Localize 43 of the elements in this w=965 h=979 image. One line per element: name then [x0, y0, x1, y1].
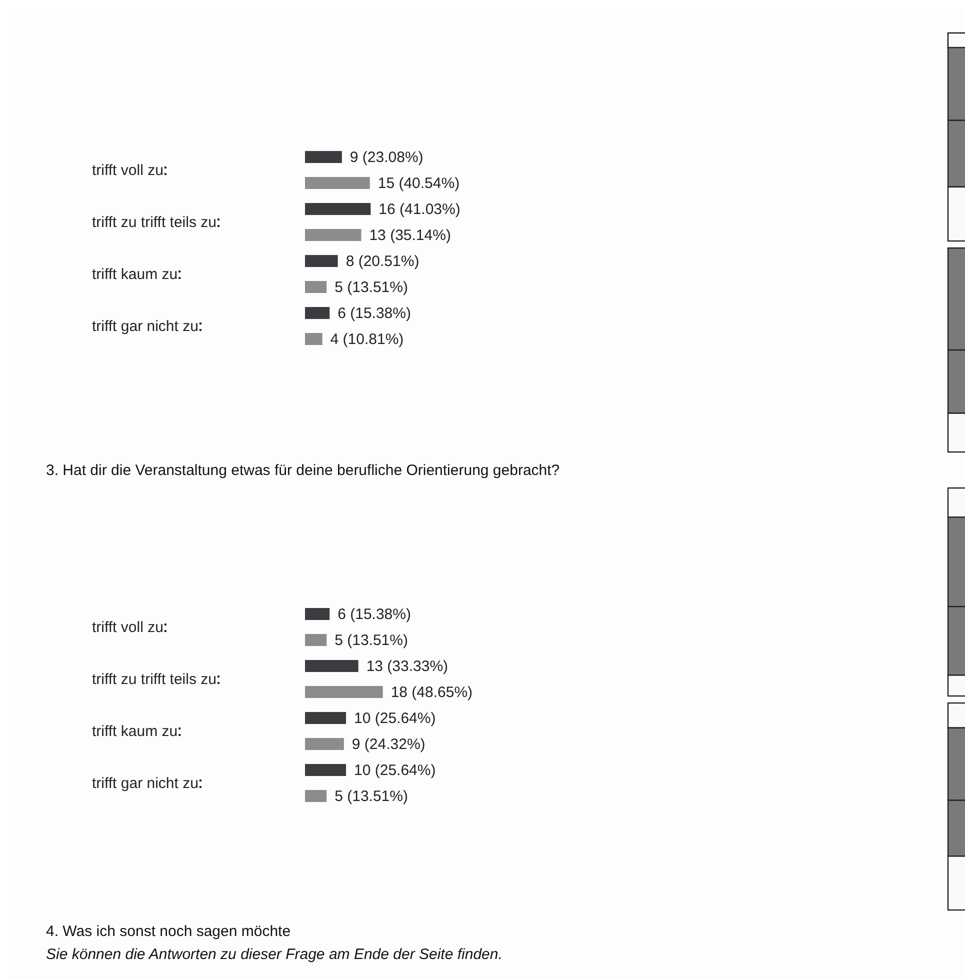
data-label: 13 (33.33%)	[366, 658, 448, 675]
y-tick-label: trifft voll zu	[92, 162, 164, 179]
data-label: 18 (48.65%)	[390, 684, 473, 701]
data-label: 6 (15.38%)	[338, 606, 411, 623]
data-label: 15 (40.54%)	[378, 175, 460, 192]
bar	[305, 634, 327, 646]
y-tick-label: trifft gar nicht zu	[92, 318, 198, 335]
data-label: 5 (13.51%)	[334, 788, 408, 805]
y-tick-label: trifft voll zu	[92, 619, 164, 636]
bar	[305, 660, 358, 672]
text: 4. Was ich sonst noch sagen möchte	[46, 923, 291, 940]
bar	[305, 151, 342, 163]
bar	[305, 764, 346, 776]
bar	[305, 255, 338, 267]
y-tick-label: trifft gar nicht zu	[92, 775, 198, 792]
y-tick-label: trifft zu trifft teils zu	[92, 214, 216, 231]
data-label: 5 (13.51%)	[334, 279, 408, 296]
bar	[305, 281, 327, 293]
data-label: 4 (10.81%)	[330, 331, 404, 348]
bar	[305, 203, 371, 215]
data-label: 10 (25.64%)	[354, 710, 436, 727]
bar	[305, 229, 362, 241]
y-tick-label: trifft kaum zu	[92, 723, 178, 740]
data-label: 16 (41.03%)	[378, 201, 460, 218]
text: Sie können die Antworten zu dieser Frage am Ende der Seite finden.	[46, 946, 502, 963]
bar	[305, 712, 346, 724]
chart-title: 3. Hat dir die Veranstaltung etwas für deine berufliche Orientierung gebracht?	[46, 462, 560, 479]
data-label: 5 (13.51%)	[334, 632, 408, 649]
bar	[305, 307, 330, 319]
bar	[305, 333, 322, 345]
bar	[305, 686, 383, 698]
data-label: 9 (24.32%)	[352, 736, 426, 753]
data-label: 10 (25.64%)	[354, 762, 436, 779]
bar	[305, 790, 327, 802]
data-label: 6 (15.38%)	[338, 305, 411, 322]
bar	[305, 738, 344, 750]
bar	[305, 177, 370, 189]
data-label: 8 (20.51%)	[346, 253, 420, 270]
bar	[305, 608, 330, 620]
y-tick-label: trifft zu trifft teils zu	[92, 671, 216, 688]
y-tick-label: trifft kaum zu	[92, 266, 178, 283]
data-label: 9 (23.08%)	[350, 149, 424, 166]
data-label: 13 (35.14%)	[369, 227, 451, 244]
